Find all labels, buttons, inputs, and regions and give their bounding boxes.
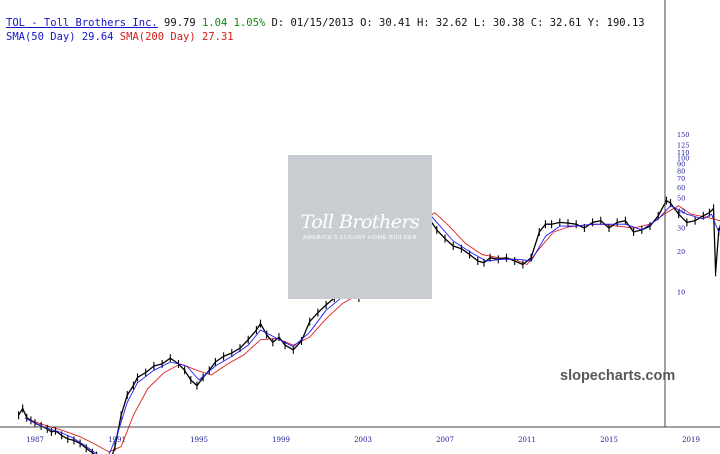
sma200-legend[interactable]: SMA(200 Day) 27.31 bbox=[119, 31, 234, 43]
x-tick-label: 1999 bbox=[272, 436, 290, 444]
y-tick-label: 20 bbox=[677, 248, 685, 256]
y-tick-label: 100 bbox=[677, 154, 689, 162]
logo-tagline: AMERICA'S LUXURY HOME BUILDER bbox=[302, 235, 418, 241]
y-tick-label: 10 bbox=[677, 288, 685, 296]
x-tick-label: 2011 bbox=[518, 436, 536, 444]
logo-name: Toll Brothers bbox=[300, 211, 420, 233]
last-price: 99.79 bbox=[164, 17, 196, 29]
x-tick-label: 2003 bbox=[354, 436, 372, 444]
bar-high: H: 32.62 bbox=[416, 17, 468, 29]
bar-close: C: 32.61 bbox=[530, 17, 582, 29]
x-tick-label: 1995 bbox=[190, 436, 208, 444]
y-tick-label: 125 bbox=[677, 141, 689, 149]
sma200-layer bbox=[30, 205, 720, 453]
x-tick-label: 2007 bbox=[436, 436, 454, 444]
bar-open: O: 30.41 bbox=[360, 17, 411, 29]
x-tick-label: 2019 bbox=[682, 436, 700, 444]
price-change: 1.04 bbox=[201, 17, 228, 29]
y-readout: Y: 190.13 bbox=[587, 17, 645, 29]
y-tick-label: 70 bbox=[677, 175, 685, 183]
x-tick-label: 2015 bbox=[600, 436, 618, 444]
sma50-legend[interactable]: SMA(50 Day) 29.64 bbox=[6, 31, 114, 43]
indicator-legend: SMA(50 Day) 29.64 SMA(200 Day) 27.31 bbox=[6, 31, 234, 43]
y-tick-label: 80 bbox=[677, 167, 685, 175]
y-tick-label: 90 bbox=[677, 161, 685, 169]
x-axis-ticks: 1987199119951999200320072011201520192023 bbox=[26, 436, 700, 444]
bar-low: L: 30.38 bbox=[473, 17, 525, 29]
watermark: slopecharts.com bbox=[560, 368, 676, 384]
y-tick-label: 60 bbox=[677, 184, 685, 192]
y-tick-label: 40 bbox=[677, 208, 685, 216]
x-tick-label: 1991 bbox=[108, 436, 126, 444]
company-logo: Toll Brothers AMERICA'S LUXURY HOME BUIL… bbox=[288, 155, 432, 299]
y-tick-label: 150 bbox=[677, 131, 689, 139]
price-change-pct: 1.05% bbox=[233, 17, 266, 29]
y-tick-label: 110 bbox=[677, 149, 689, 157]
x-tick-label: 1987 bbox=[26, 436, 44, 444]
sma200-line bbox=[30, 205, 720, 453]
ticker-link[interactable]: TOL - Toll Brothers Inc. bbox=[6, 17, 158, 29]
y-tick-label: 50 bbox=[677, 195, 685, 203]
quote-header: TOL - Toll Brothers Inc. 99.79 1.04 1.05… bbox=[6, 17, 645, 29]
bar-date: D: 01/15/2013 bbox=[271, 17, 354, 29]
y-tick-label: 30 bbox=[677, 224, 685, 232]
